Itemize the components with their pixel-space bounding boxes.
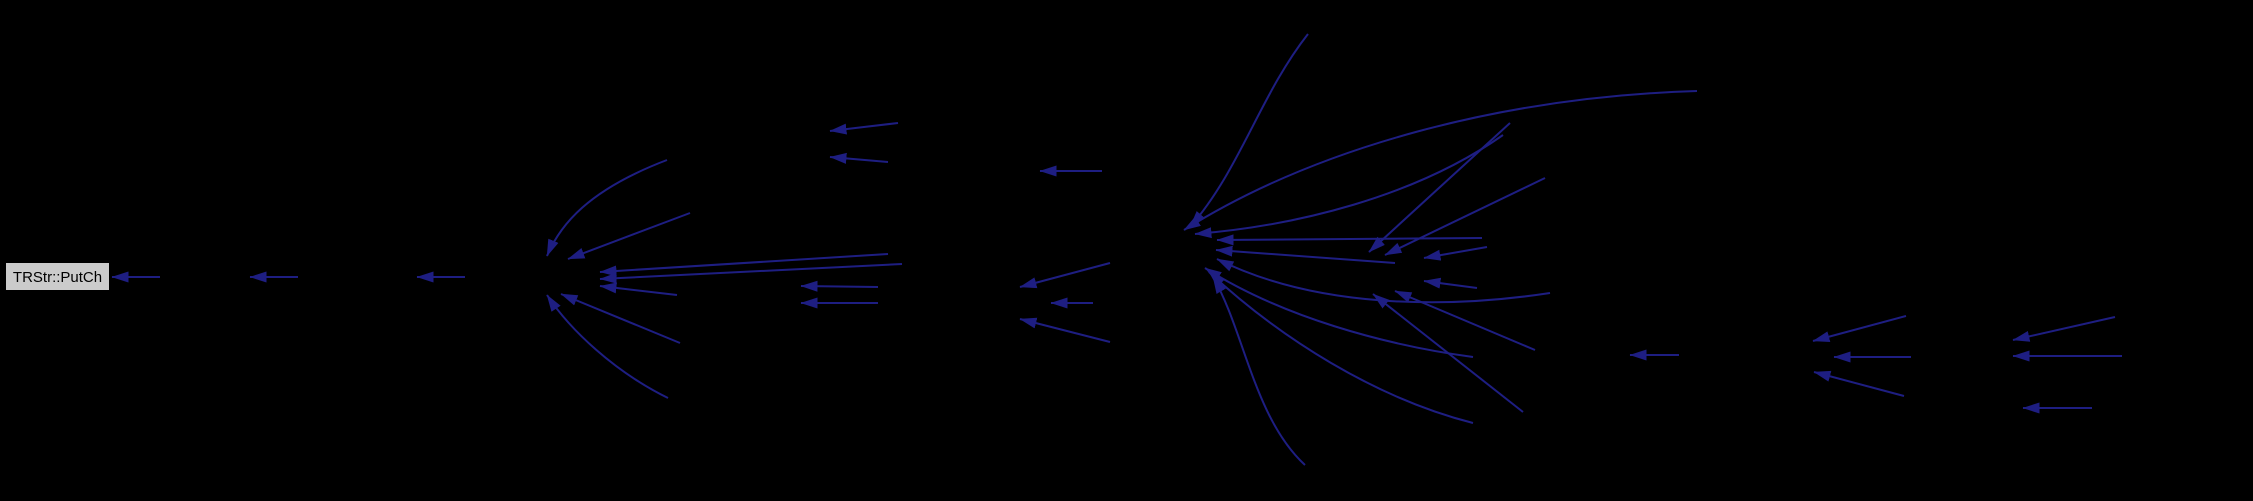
call-edge [599,263,903,284]
call-edge [1019,317,1111,343]
call-edge [1423,277,1478,289]
call-edge [546,294,669,399]
call-edge [1208,271,1474,424]
call-edge [829,122,899,135]
call-edge [1215,245,1396,264]
root-node-label: TRStr::PutCh [13,269,102,286]
call-edge [1204,267,1474,358]
call-edge [560,293,681,344]
root-node: TRStr::PutCh [5,262,110,291]
call-edge [599,282,678,296]
call-edge [800,280,879,292]
call-edge [1216,234,1483,246]
call-edge [1216,258,1551,304]
call-edge [1384,177,1546,256]
call-edge [1394,290,1536,351]
call-edge [1368,122,1511,253]
call-edge [1212,276,1306,466]
call-edge [567,212,691,260]
call-edge [1183,90,1698,231]
call-edge [1813,370,1905,397]
call-edge [599,253,889,277]
call-edge [1423,246,1488,261]
call-edge [1019,262,1111,289]
call-edge [1189,33,1309,228]
call-edge [1194,134,1504,239]
call-edge [2012,316,2116,342]
call-edge [1372,293,1524,413]
call-edge [1812,315,1907,343]
edges-layer [111,33,2122,466]
call-edge [546,159,668,257]
call-edge [829,152,889,164]
root-node-box [5,262,110,291]
